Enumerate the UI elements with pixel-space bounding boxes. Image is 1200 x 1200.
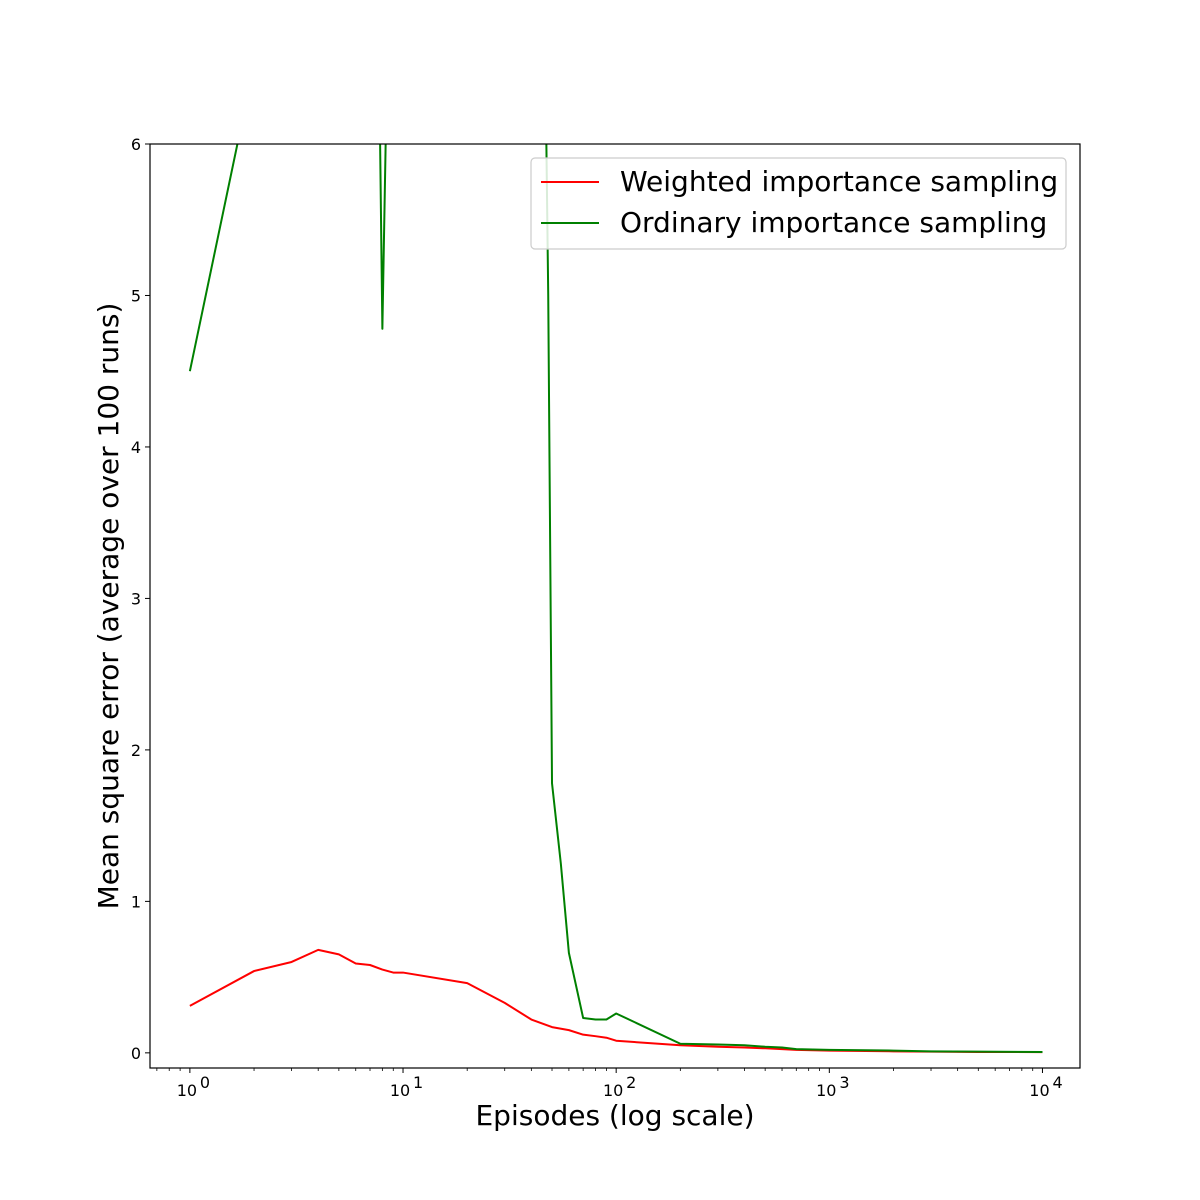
y-axis-title: Mean square error (average over 100 runs…	[92, 303, 125, 910]
y-tick-label: 1	[131, 892, 141, 911]
plot-area	[150, 144, 1080, 1068]
plot-frame	[149, 143, 1081, 1069]
x-tick-exponent: 0	[200, 1073, 210, 1092]
y-tick-label: 5	[131, 286, 141, 305]
x-tick-label: 10	[177, 1081, 197, 1100]
x-tick-label: 10	[816, 1081, 836, 1100]
y-tick-label: 3	[131, 589, 141, 608]
x-tick-exponent: 3	[839, 1073, 849, 1092]
y-tick-label: 0	[131, 1044, 141, 1063]
legend-label-weighted: Weighted importance sampling	[620, 165, 1058, 198]
x-tick-exponent: 1	[413, 1073, 423, 1092]
y-tick-label: 4	[131, 438, 141, 457]
y-tick-label: 6	[131, 135, 141, 154]
x-axis-title: Episodes (log scale)	[475, 1099, 754, 1132]
legend-label-ordinary: Ordinary importance sampling	[620, 206, 1047, 239]
legend: Weighted importance sampling Ordinary im…	[530, 157, 1067, 250]
x-tick-label: 10	[390, 1081, 410, 1100]
y-tick-label: 2	[131, 741, 141, 760]
x-tick-label: 10	[603, 1081, 623, 1100]
x-tick-label: 10	[1029, 1081, 1049, 1100]
legend-box	[530, 157, 1067, 250]
series-line-1	[188, 144, 1043, 1053]
x-tick-exponent: 2	[626, 1073, 636, 1092]
x-tick-exponent: 4	[1052, 1073, 1062, 1092]
